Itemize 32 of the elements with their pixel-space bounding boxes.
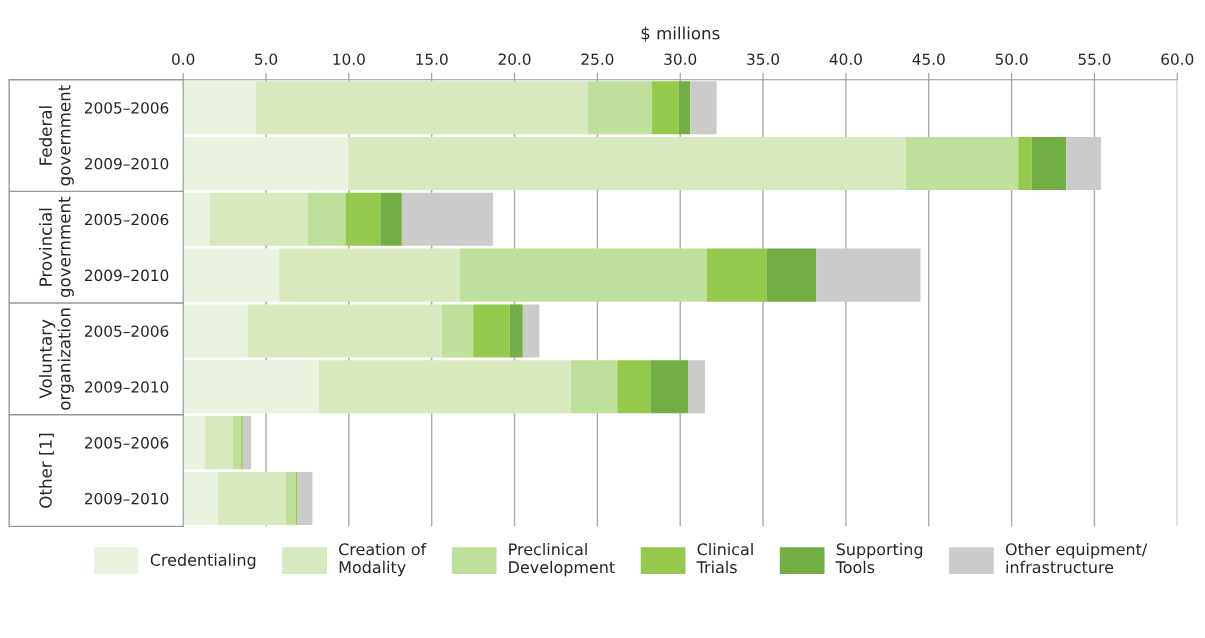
text: Provincial government bbox=[39, 196, 74, 298]
x-tick-label: 5.0 bbox=[255, 53, 278, 65]
x-tick-label: 55.0 bbox=[1078, 53, 1111, 65]
text: Voluntary organization bbox=[39, 308, 74, 410]
y-tick-label: 2005–2006 bbox=[84, 325, 169, 337]
y-tick-label: 2005–2006 bbox=[84, 102, 169, 114]
x-tick-label: 20.0 bbox=[498, 53, 531, 65]
x-tick-label: 60.0 bbox=[1161, 53, 1194, 65]
x-tick-label: 15.0 bbox=[416, 53, 448, 65]
legend-label: Clinical Trials bbox=[696, 542, 753, 574]
y-tick-label: 2009–2010 bbox=[84, 381, 169, 393]
x-tick-label: 50.0 bbox=[995, 53, 1028, 65]
legend-label: Credentialing bbox=[150, 553, 256, 570]
y-tick-label: 2005–2006 bbox=[84, 437, 169, 449]
y-tick-label: 2009–2010 bbox=[84, 492, 169, 505]
x-tick-label: 45.0 bbox=[912, 53, 945, 65]
x-axis-title: $ millions bbox=[641, 26, 720, 42]
x-tick-label: 25.0 bbox=[581, 53, 614, 65]
x-tick-label: 10.0 bbox=[333, 53, 365, 65]
x-tick-label: 0.0 bbox=[172, 53, 195, 65]
legend-label: Supporting Tools bbox=[835, 542, 923, 574]
legend-label: Preclinical Development bbox=[509, 542, 615, 577]
text: Other [1] bbox=[39, 433, 54, 508]
y-tick-label: 2005–2006 bbox=[84, 213, 169, 226]
y-tick-label: 2009–2010 bbox=[84, 269, 169, 282]
x-tick-label: 40.0 bbox=[829, 53, 862, 65]
legend-label: Other equipment/ infrastructure bbox=[1005, 542, 1148, 574]
y-tick-label: 2009–2010 bbox=[84, 157, 169, 170]
legend-label: Creation of Modality bbox=[339, 542, 427, 577]
x-tick-label: 35.0 bbox=[747, 53, 780, 65]
text: Federal government bbox=[39, 85, 74, 186]
x-tick-label: 30.0 bbox=[664, 53, 697, 65]
